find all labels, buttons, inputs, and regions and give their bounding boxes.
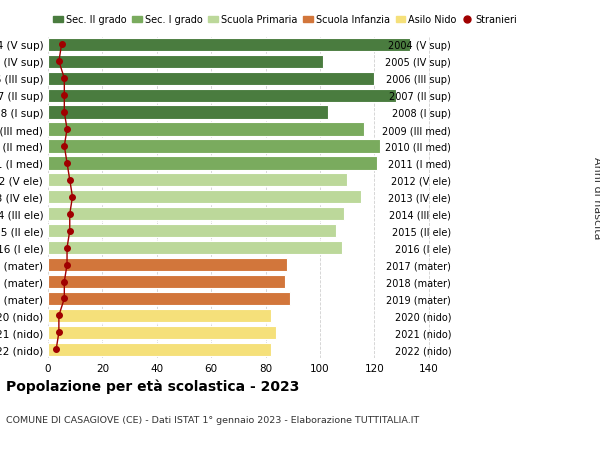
Bar <box>48 309 271 322</box>
Bar <box>48 275 284 289</box>
Bar <box>48 106 328 119</box>
Bar <box>48 224 337 238</box>
Text: COMUNE DI CASAGIOVE (CE) - Dati ISTAT 1° gennaio 2023 - Elaborazione TUTTITALIA.: COMUNE DI CASAGIOVE (CE) - Dati ISTAT 1°… <box>6 415 419 425</box>
Text: Popolazione per età scolastica - 2023: Popolazione per età scolastica - 2023 <box>6 379 299 393</box>
Bar <box>48 174 347 187</box>
Bar <box>48 241 342 255</box>
Bar <box>48 207 344 221</box>
Bar <box>48 39 410 52</box>
Bar <box>48 343 271 356</box>
Legend: Sec. II grado, Sec. I grado, Scuola Primaria, Scuola Infanzia, Asilo Nido, Stran: Sec. II grado, Sec. I grado, Scuola Prim… <box>53 16 517 25</box>
Bar <box>48 326 277 339</box>
Bar <box>48 123 364 136</box>
Bar <box>48 258 287 272</box>
Bar <box>48 140 380 153</box>
Bar <box>48 191 361 204</box>
Bar <box>48 56 323 69</box>
Text: Anni di nascita: Anni di nascita <box>592 156 600 239</box>
Bar <box>48 73 374 85</box>
Bar <box>48 292 290 305</box>
Bar <box>48 157 377 170</box>
Bar <box>48 90 396 102</box>
